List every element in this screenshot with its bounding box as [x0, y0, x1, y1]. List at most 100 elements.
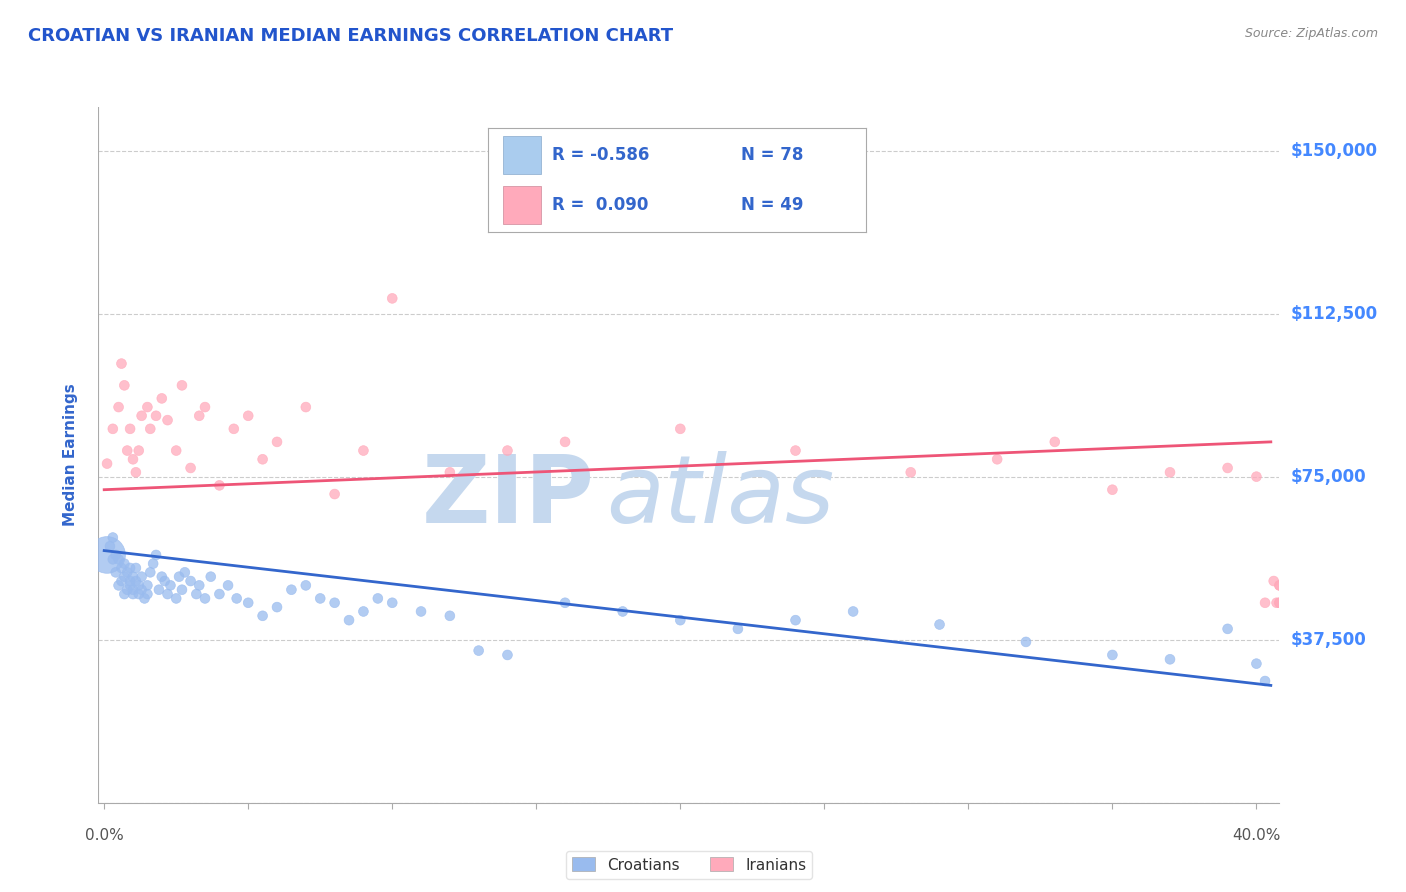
- Point: [115, 566, 138, 580]
- Point: [194, 591, 217, 606]
- Point: [1268, 578, 1291, 592]
- Point: [150, 570, 173, 584]
- Point: [323, 487, 346, 501]
- Point: [727, 622, 749, 636]
- Point: [131, 409, 153, 423]
- Point: [554, 434, 576, 449]
- Point: [208, 587, 231, 601]
- Point: [381, 596, 404, 610]
- Point: [1254, 596, 1277, 610]
- Text: 0.0%: 0.0%: [84, 828, 124, 843]
- Point: [1268, 596, 1291, 610]
- Point: [180, 574, 202, 588]
- Point: [1268, 578, 1291, 592]
- Point: [122, 452, 145, 467]
- Point: [225, 591, 247, 606]
- Point: [409, 605, 432, 619]
- Point: [785, 613, 807, 627]
- Point: [266, 434, 288, 449]
- Point: [120, 574, 142, 588]
- Point: [125, 574, 148, 588]
- Point: [1159, 652, 1181, 666]
- Point: [128, 578, 150, 592]
- Y-axis label: Median Earnings: Median Earnings: [63, 384, 77, 526]
- Point: [170, 582, 193, 597]
- Point: [104, 548, 127, 562]
- Point: [217, 578, 239, 592]
- Point: [188, 578, 211, 592]
- Text: ZIP: ZIP: [422, 450, 595, 542]
- Point: [238, 409, 260, 423]
- Point: [1101, 648, 1123, 662]
- Point: [110, 574, 132, 588]
- Point: [222, 422, 245, 436]
- Legend: Croatians, Iranians: Croatians, Iranians: [565, 851, 813, 879]
- Point: [120, 561, 142, 575]
- Point: [194, 400, 217, 414]
- Point: [165, 443, 187, 458]
- Point: [252, 452, 274, 467]
- Text: N = 78: N = 78: [741, 146, 804, 164]
- Point: [136, 587, 159, 601]
- Text: 40.0%: 40.0%: [1232, 828, 1281, 843]
- Point: [110, 357, 132, 371]
- Point: [125, 561, 148, 575]
- Text: $112,500: $112,500: [1291, 304, 1378, 323]
- Text: Source: ZipAtlas.com: Source: ZipAtlas.com: [1244, 27, 1378, 40]
- Point: [101, 552, 124, 566]
- Point: [96, 548, 118, 562]
- Point: [173, 566, 195, 580]
- Point: [145, 409, 167, 423]
- Point: [1015, 635, 1038, 649]
- Point: [1254, 674, 1277, 689]
- FancyBboxPatch shape: [503, 186, 541, 224]
- Text: atlas: atlas: [606, 451, 835, 542]
- Text: CROATIAN VS IRANIAN MEDIAN EARNINGS CORRELATION CHART: CROATIAN VS IRANIAN MEDIAN EARNINGS CORR…: [28, 27, 673, 45]
- Point: [986, 452, 1008, 467]
- Point: [1216, 622, 1239, 636]
- Point: [165, 591, 187, 606]
- Point: [156, 413, 179, 427]
- Point: [1268, 596, 1291, 610]
- Point: [900, 466, 922, 480]
- Point: [112, 557, 135, 571]
- Point: [554, 596, 576, 610]
- Point: [180, 461, 202, 475]
- Point: [122, 587, 145, 601]
- Point: [188, 409, 211, 423]
- Point: [1101, 483, 1123, 497]
- Point: [131, 570, 153, 584]
- Point: [96, 457, 118, 471]
- Point: [112, 587, 135, 601]
- Point: [136, 400, 159, 414]
- Point: [128, 443, 150, 458]
- Point: [98, 539, 121, 553]
- Point: [120, 578, 142, 592]
- Point: [142, 557, 165, 571]
- Point: [107, 578, 129, 592]
- Point: [496, 648, 519, 662]
- Point: [115, 443, 138, 458]
- Point: [238, 596, 260, 610]
- Point: [156, 587, 179, 601]
- Point: [134, 591, 156, 606]
- Point: [496, 443, 519, 458]
- Point: [295, 400, 318, 414]
- Text: $150,000: $150,000: [1291, 142, 1378, 160]
- Point: [467, 643, 489, 657]
- Point: [159, 578, 181, 592]
- Point: [101, 422, 124, 436]
- Point: [150, 392, 173, 406]
- Point: [669, 613, 692, 627]
- Point: [139, 422, 162, 436]
- Point: [785, 443, 807, 458]
- FancyBboxPatch shape: [503, 136, 541, 174]
- Point: [1265, 596, 1288, 610]
- Point: [112, 570, 135, 584]
- Point: [139, 566, 162, 580]
- Point: [122, 570, 145, 584]
- Point: [252, 608, 274, 623]
- Point: [167, 570, 190, 584]
- Point: [120, 422, 142, 436]
- Point: [295, 578, 318, 592]
